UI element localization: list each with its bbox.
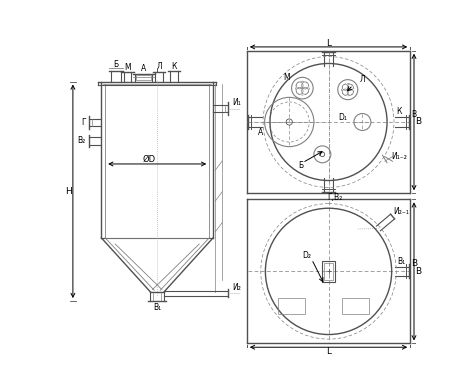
Text: D₂: D₂ xyxy=(302,251,312,260)
Text: А: А xyxy=(258,128,263,137)
Bar xyxy=(278,298,306,314)
Text: В₁: В₁ xyxy=(153,303,161,312)
Text: Г: Г xyxy=(81,118,86,127)
Text: L: L xyxy=(326,346,331,355)
Text: В: В xyxy=(415,267,421,276)
Text: К: К xyxy=(171,62,176,71)
Text: D₁: D₁ xyxy=(338,113,347,122)
Text: В₂: В₂ xyxy=(77,136,86,145)
Text: И₁: И₁ xyxy=(232,98,241,107)
Text: Л: Л xyxy=(360,75,365,84)
Text: L: L xyxy=(326,39,331,48)
Text: К: К xyxy=(397,108,402,117)
Bar xyxy=(322,260,336,282)
Text: В₁: В₁ xyxy=(397,257,405,266)
Text: И₂: И₂ xyxy=(232,283,241,292)
Text: В: В xyxy=(411,259,417,268)
Text: В: В xyxy=(415,117,421,127)
Bar xyxy=(136,75,151,80)
Text: М: М xyxy=(284,73,290,82)
Text: ØD: ØD xyxy=(143,155,156,164)
Text: Б: Б xyxy=(298,161,303,170)
Bar xyxy=(324,263,333,280)
Text: Н: Н xyxy=(65,187,72,196)
Text: М: М xyxy=(124,63,131,72)
Text: Л: Л xyxy=(157,62,163,71)
Text: В: В xyxy=(412,110,417,119)
Text: И₁₋₂: И₁₋₂ xyxy=(391,152,407,161)
Text: И₂₋₁: И₂₋₁ xyxy=(393,207,409,216)
Text: А: А xyxy=(141,64,146,73)
Text: Г,В₂: Г,В₂ xyxy=(327,193,342,202)
Text: Б: Б xyxy=(113,60,119,69)
Bar xyxy=(343,298,369,314)
